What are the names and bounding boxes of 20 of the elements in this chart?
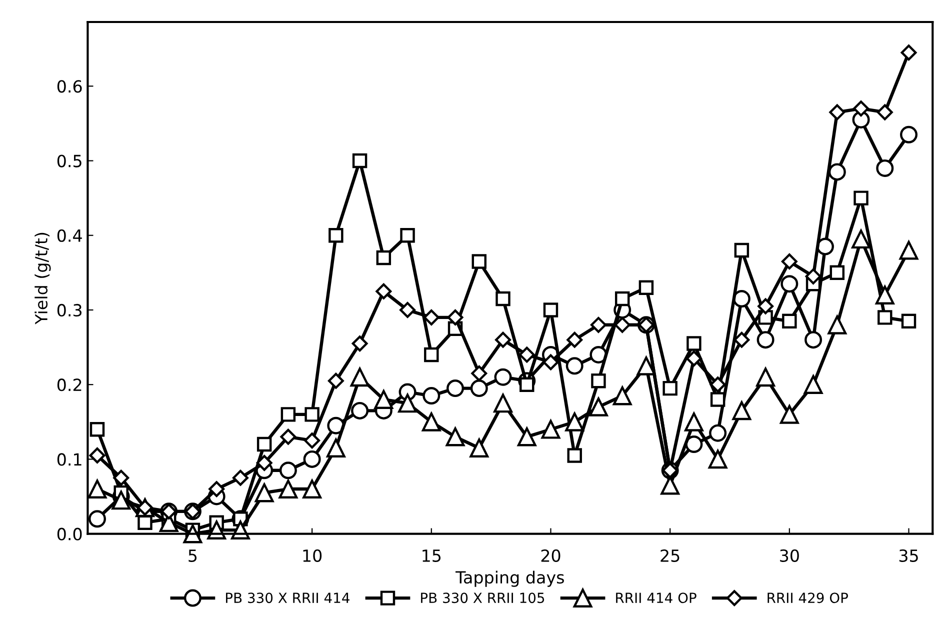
x-tick-label: 5 xyxy=(188,550,197,562)
x-tick-label: 30 xyxy=(780,549,799,562)
x-tick-label: 15 xyxy=(422,550,441,562)
legend-label: PB 330 X RRII 414 xyxy=(226,592,350,604)
legend-label: RRII 414 OP xyxy=(616,592,696,604)
y-tick-label: 0.6 xyxy=(57,80,82,93)
y-tick-label: 0.3 xyxy=(57,304,82,317)
legend-label: PB 330 X RRII 105 xyxy=(421,592,544,604)
x-axis-title: Tapping days xyxy=(456,570,564,587)
y-tick-label: 0.4 xyxy=(57,229,82,242)
x-tick-label: 25 xyxy=(660,549,680,562)
x-tick-label: 20 xyxy=(541,549,560,562)
x-tick-label: 10 xyxy=(303,549,322,562)
legend-label: RRII 429 OP xyxy=(768,592,848,604)
y-axis-title: Yield (g/t/t) xyxy=(34,232,51,324)
y-tick-label: 0.2 xyxy=(57,378,82,392)
y-tick-label: 0.5 xyxy=(57,154,82,168)
y-tick-label: 0.1 xyxy=(57,453,82,466)
x-tick-label: 35 xyxy=(899,549,918,562)
y-tick-label: 0.0 xyxy=(57,528,82,540)
